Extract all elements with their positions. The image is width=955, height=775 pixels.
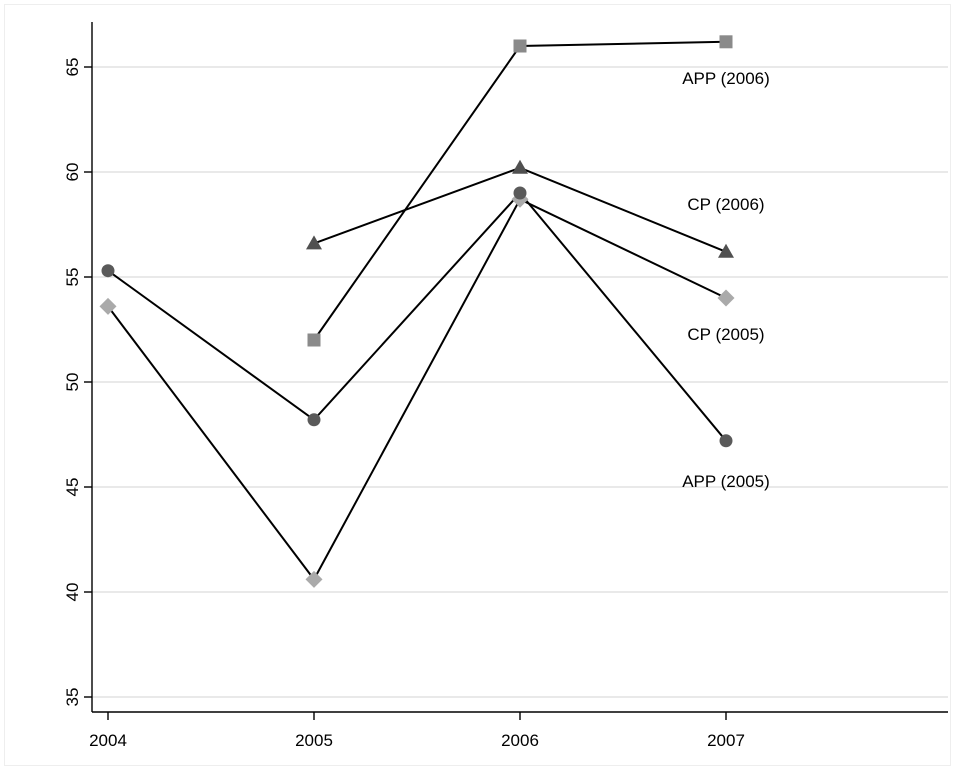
y-tick-label: 65 — [63, 58, 82, 77]
y-tick-label: 45 — [63, 478, 82, 497]
data-point-square — [719, 35, 733, 49]
data-point-triangle — [718, 243, 734, 258]
y-tick-label: 60 — [63, 163, 82, 182]
series-markers — [99, 35, 735, 588]
data-point-circle — [101, 264, 115, 278]
series-label: APP (2006) — [682, 69, 770, 88]
series-labels: APP (2006) CP (2006) CP (2005) APP (2005) — [682, 69, 770, 491]
series-label: APP (2005) — [682, 472, 770, 491]
y-tick-label: 50 — [63, 373, 82, 392]
y-tick-label: 35 — [63, 688, 82, 707]
data-point-diamond — [717, 289, 735, 307]
series-label: CP (2006) — [687, 195, 764, 214]
data-point-circle — [307, 413, 321, 427]
gridlines — [4, 4, 951, 766]
data-point-triangle — [512, 159, 528, 174]
axes: 35 40 45 50 55 60 65 2004 2005 2006 2007 — [63, 22, 948, 750]
plot-border — [4, 4, 951, 766]
data-point-diamond — [99, 297, 117, 315]
x-tick-label: 2007 — [707, 731, 745, 750]
data-point-diamond — [305, 570, 323, 588]
y-tick-label: 55 — [63, 268, 82, 287]
series-line — [107, 191, 727, 442]
series-line — [107, 197, 727, 582]
data-point-square — [513, 39, 527, 53]
y-tick-label: 40 — [63, 583, 82, 602]
x-tick-label: 2004 — [89, 731, 127, 750]
x-tick-label: 2006 — [501, 731, 539, 750]
data-point-circle — [719, 434, 733, 448]
data-point-triangle — [306, 235, 322, 250]
data-point-circle — [513, 186, 527, 200]
series-label: CP (2005) — [687, 325, 764, 344]
data-point-square — [307, 333, 321, 347]
x-tick-label: 2005 — [295, 731, 333, 750]
